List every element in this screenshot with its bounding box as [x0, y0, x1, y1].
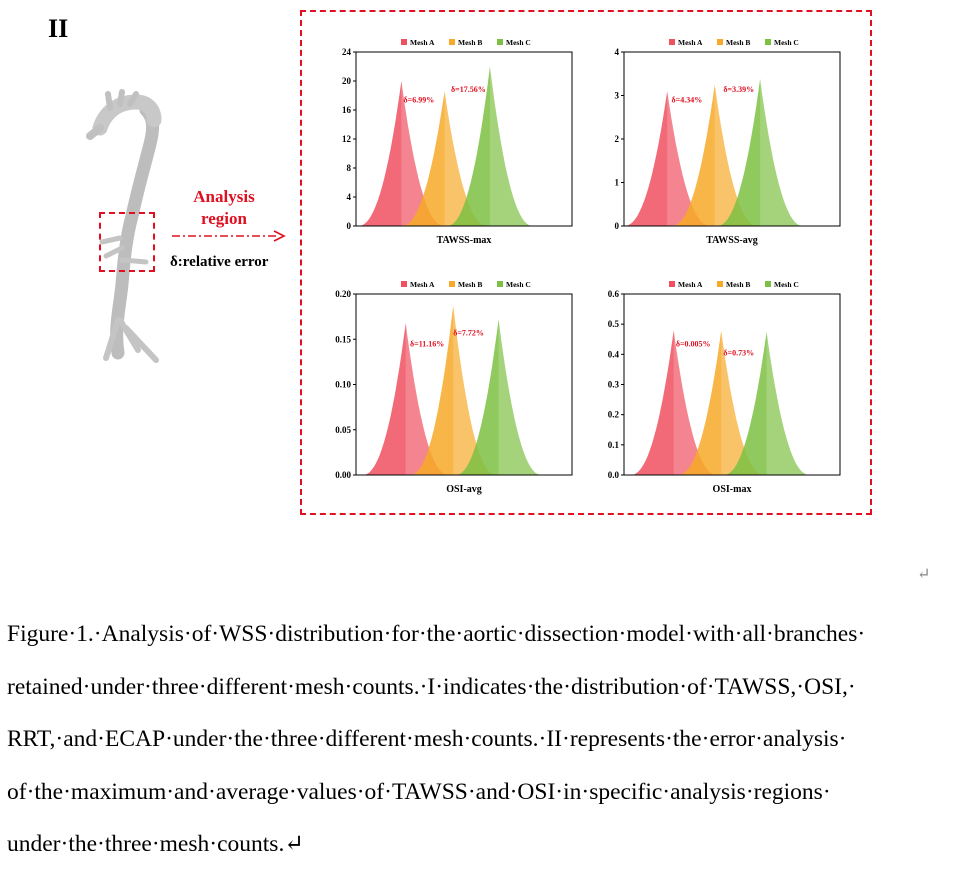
- relative-error-label: δ:relative error: [170, 254, 269, 270]
- area-mesh-a: [358, 81, 445, 226]
- legend-label-3: Mesh C: [774, 38, 799, 47]
- legend-swatch-1: [401, 281, 407, 287]
- chart-title: OSI-avg: [446, 484, 482, 495]
- area-mesh-b: [410, 305, 497, 475]
- y-tick-label: 0: [347, 221, 352, 231]
- chart-title: TAWSS-max: [437, 235, 492, 246]
- legend-swatch-2: [449, 281, 455, 287]
- y-tick-label: 0.4: [608, 349, 620, 359]
- y-tick-label: 24: [342, 47, 352, 57]
- chart-title: OSI-max: [713, 484, 752, 495]
- y-tick-label: 0.20: [335, 289, 351, 299]
- area-mesh-c: [716, 79, 804, 226]
- area-shade-mesh-c: [760, 78, 804, 226]
- area-mesh-c: [723, 331, 810, 475]
- area-shade-mesh-c: [498, 319, 542, 475]
- y-tick-label: 20: [342, 76, 352, 86]
- y-tick-label: 0.2: [608, 410, 620, 420]
- legend-label-3: Mesh C: [506, 280, 531, 289]
- relative-error-annotation: δ=17.56%: [451, 85, 486, 94]
- area-mesh-c: [446, 66, 534, 226]
- legend-label-2: Mesh B: [726, 280, 750, 289]
- legend-label-2: Mesh B: [458, 38, 482, 47]
- chart-tawss-max: Mesh A Mesh B Mesh C 0 4 8 12 16 20 24 δ=6.99% δ=17…: [342, 38, 573, 246]
- area-mesh-a: [362, 323, 449, 475]
- area-shade-mesh-b: [444, 91, 488, 227]
- legend-label-3: Mesh C: [506, 38, 531, 47]
- y-tick-label: 0.0: [608, 470, 620, 480]
- legend-swatch-3: [497, 39, 503, 45]
- relative-error-annotation: δ=6.99%: [404, 95, 435, 104]
- relative-error-annotation: δ=0.73%: [723, 349, 754, 358]
- area-mesh-b: [671, 84, 758, 226]
- legend-swatch-3: [765, 39, 771, 45]
- legend-label-1: Mesh A: [410, 38, 435, 47]
- y-tick-label: 0.05: [335, 425, 351, 435]
- region-arrow: [172, 230, 286, 242]
- y-tick-label: 0.6: [608, 289, 620, 299]
- legend: Mesh A Mesh B Mesh C: [401, 280, 531, 289]
- legend-label-1: Mesh A: [678, 280, 703, 289]
- analysis-label-line2: region: [201, 209, 247, 228]
- legend-label-1: Mesh A: [410, 280, 435, 289]
- relative-error-annotation: δ=3.39%: [723, 85, 754, 94]
- figure-caption: Figure·1.·Analysis·of·WSS·distribution·f…: [7, 621, 866, 857]
- legend-label-3: Mesh C: [774, 280, 799, 289]
- y-tick-label: 4: [347, 192, 352, 202]
- y-tick-label: 16: [342, 105, 352, 115]
- relative-error-annotation: δ=4.34%: [672, 95, 703, 104]
- legend-swatch-1: [401, 39, 407, 45]
- analysis-region-label: Analysis region: [160, 186, 288, 230]
- area-shade-mesh-c: [766, 331, 810, 475]
- area-mesh-c: [455, 319, 542, 475]
- y-tick-label: 0.5: [608, 319, 620, 329]
- charts-frame: [300, 10, 872, 515]
- legend-swatch-1: [669, 39, 675, 45]
- legend-swatch-3: [497, 281, 503, 287]
- legend-label-2: Mesh B: [726, 38, 750, 47]
- area-shade-mesh-b: [453, 305, 497, 475]
- aorta-model-image: [86, 89, 162, 363]
- chart-osi-max: Mesh A Mesh B Mesh C 0.0 0.1 0.2 0.3 0.4 0.5 0.6 δ…: [608, 280, 841, 495]
- y-tick-label: 12: [342, 134, 352, 144]
- y-tick-label: 1: [615, 178, 620, 188]
- chart-osi-avg: Mesh A Mesh B Mesh C 0.00 0.05 0.10 0.15 0.20 δ=…: [335, 280, 573, 495]
- chart-tawss-avg: Mesh A Mesh B Mesh C 0 1 2 3 4 δ=4.34% δ=3.39% TAW…: [615, 38, 841, 246]
- area-shade-mesh-a: [667, 91, 711, 227]
- legend: Mesh A Mesh B Mesh C: [669, 280, 799, 289]
- legend-swatch-1: [669, 281, 675, 287]
- y-tick-label: 0.00: [335, 470, 351, 480]
- y-tick-label: 8: [347, 163, 352, 173]
- area-mesh-a: [624, 91, 711, 226]
- legend-label-2: Mesh B: [458, 280, 482, 289]
- chart-title: TAWSS-avg: [706, 235, 758, 246]
- y-tick-label: 0.1: [608, 440, 620, 450]
- analysis-label-line1: Analysis: [193, 187, 255, 206]
- relative-error-annotation: δ=7.72%: [453, 329, 484, 338]
- legend: Mesh A Mesh B Mesh C: [669, 38, 799, 47]
- area-shade-mesh-b: [721, 330, 765, 475]
- y-tick-label: 0.10: [335, 380, 351, 390]
- y-tick-label: 4: [615, 47, 620, 57]
- area-mesh-b: [678, 330, 765, 475]
- area-mesh-b: [401, 91, 488, 226]
- area-mesh-a: [630, 330, 717, 475]
- legend: Mesh A Mesh B Mesh C: [401, 38, 531, 47]
- return-mark: ↵: [917, 566, 931, 583]
- y-tick-label: 0: [615, 221, 620, 231]
- analysis-region-box: [99, 212, 155, 272]
- panel-label: II: [48, 14, 69, 43]
- relative-error-annotation: δ=11.16%: [410, 339, 444, 348]
- y-tick-label: 0.3: [608, 380, 620, 390]
- legend-swatch-2: [717, 281, 723, 287]
- area-shade-mesh-c: [489, 66, 534, 226]
- legend-swatch-2: [717, 39, 723, 45]
- y-tick-label: 3: [615, 91, 620, 101]
- legend-swatch-2: [449, 39, 455, 45]
- y-tick-label: 0.15: [335, 334, 351, 344]
- legend-swatch-3: [765, 281, 771, 287]
- legend-label-1: Mesh A: [678, 38, 703, 47]
- relative-error-annotation: δ=0.005%: [676, 339, 711, 348]
- y-tick-label: 2: [615, 134, 620, 144]
